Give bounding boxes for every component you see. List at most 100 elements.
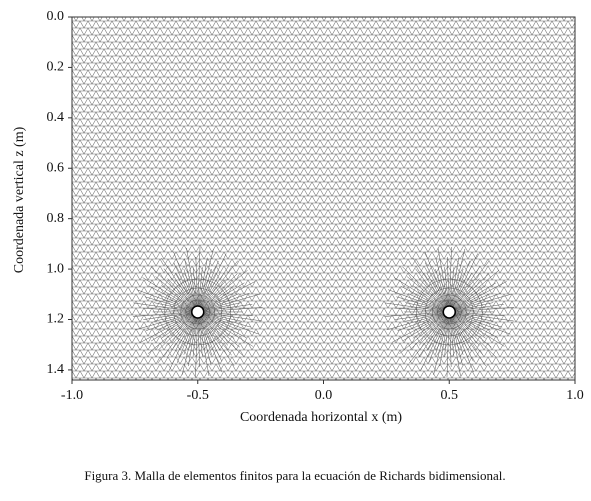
mesh-refinement — [173, 262, 198, 313]
mesh-refinement — [136, 289, 198, 313]
mesh-refinement — [405, 311, 450, 322]
mesh-refinement — [437, 247, 450, 312]
mesh-refinement — [449, 311, 514, 322]
mesh-refinement — [449, 272, 472, 313]
mesh-refinement — [449, 292, 502, 313]
hole — [191, 305, 205, 319]
mesh-refinement — [197, 257, 208, 312]
mesh-refinement — [156, 311, 198, 331]
mesh-refinement — [449, 273, 489, 313]
mesh-refinement — [197, 278, 229, 313]
mesh-refinement — [449, 311, 480, 346]
mesh-refinement — [437, 299, 462, 325]
mesh-refinement — [449, 293, 512, 313]
mesh-refinement — [197, 266, 229, 313]
mesh-refinement — [449, 302, 494, 313]
mesh-refinement — [399, 311, 450, 354]
mesh-refinement — [173, 251, 198, 313]
mesh-refinement — [135, 311, 198, 331]
mesh-refinement — [449, 311, 455, 357]
mesh-refinement — [144, 296, 198, 313]
mesh-refinement — [197, 253, 227, 313]
mesh-refinement — [197, 311, 232, 356]
mesh-refinement — [197, 311, 245, 358]
mesh-refinement — [449, 311, 463, 366]
mesh-refinement — [444, 267, 450, 312]
mesh-refinement — [167, 278, 198, 313]
mesh-refinement — [197, 272, 221, 313]
y-tick-label: 1.2 — [47, 312, 65, 327]
mesh-refinement — [449, 311, 494, 322]
mesh-refinement — [197, 267, 203, 312]
mesh-refinement — [157, 311, 198, 364]
mesh-refinement — [394, 311, 450, 320]
mesh-refinement — [149, 285, 198, 313]
mesh-refinement — [155, 276, 198, 313]
mesh-refinement — [415, 268, 450, 313]
mesh-refinement — [420, 311, 450, 371]
mesh-refinement — [449, 260, 471, 313]
mesh-refinement — [449, 246, 452, 312]
mesh-refinement — [192, 267, 198, 312]
mesh-refinement — [197, 311, 253, 317]
mesh-refinement — [449, 311, 505, 317]
mesh-refinement — [449, 311, 486, 366]
mesh-refinement — [394, 307, 450, 313]
mesh-refinement — [158, 311, 198, 351]
mesh-refinement — [197, 302, 242, 313]
mesh-refinement — [197, 282, 245, 313]
mesh-refinement — [449, 311, 464, 355]
mesh-refinement — [449, 267, 455, 312]
mesh-refinement — [408, 293, 450, 313]
mesh-refinement — [402, 311, 450, 342]
mesh-refinement — [435, 311, 450, 355]
mesh-refinement — [195, 311, 198, 377]
mesh-refinement — [433, 311, 450, 376]
mesh-refinement — [426, 272, 450, 313]
x-tick-label: -0.5 — [187, 388, 209, 403]
mesh-refinement — [449, 311, 511, 335]
mesh-refinement — [425, 287, 474, 337]
mesh-refinement — [140, 311, 198, 343]
mesh-refinement — [197, 311, 210, 376]
caption: Figura 3. Malla de elementos finitos par… — [84, 468, 505, 483]
y-tick-label: 0.8 — [47, 211, 65, 226]
mesh-refinement — [197, 311, 259, 335]
mesh-refinement — [197, 311, 239, 331]
mesh-refinement — [449, 311, 491, 331]
mesh-refinement — [426, 311, 450, 352]
mesh-refinement — [197, 311, 254, 347]
mesh-refinement — [153, 311, 198, 322]
mesh-refinement — [197, 273, 238, 313]
mesh-refinement — [416, 278, 483, 346]
mesh-refinement — [161, 285, 198, 313]
mesh-refinement — [173, 287, 222, 337]
mesh-refinement — [449, 285, 486, 313]
mesh-refinement — [197, 311, 235, 339]
mesh-refinement — [166, 311, 198, 358]
mesh-refinement — [197, 311, 229, 346]
mesh-refinement — [195, 256, 198, 312]
mesh-refinement — [197, 311, 247, 338]
mesh-refinement — [449, 311, 474, 362]
mesh-refinement — [449, 293, 491, 313]
mesh-refinement — [197, 304, 253, 313]
mesh-refinement — [449, 311, 505, 347]
mesh-refinement — [412, 257, 450, 313]
mesh-refinement — [185, 299, 210, 325]
mesh-refinement — [164, 278, 231, 346]
mesh-refinement — [449, 311, 452, 367]
mesh-refinement — [449, 248, 466, 312]
mesh-refinement — [197, 311, 221, 352]
mesh-refinement — [142, 277, 198, 313]
mesh-refinement — [449, 311, 484, 356]
mesh-refinement — [449, 260, 490, 313]
y-tick-label: 0.2 — [47, 60, 65, 75]
mesh-refinement — [197, 311, 223, 373]
hole — [442, 305, 456, 319]
mesh-refinement — [449, 311, 503, 328]
mesh-refinement — [156, 293, 198, 313]
x-tick-label: 0.0 — [315, 388, 333, 403]
mesh-refinement — [197, 311, 212, 355]
